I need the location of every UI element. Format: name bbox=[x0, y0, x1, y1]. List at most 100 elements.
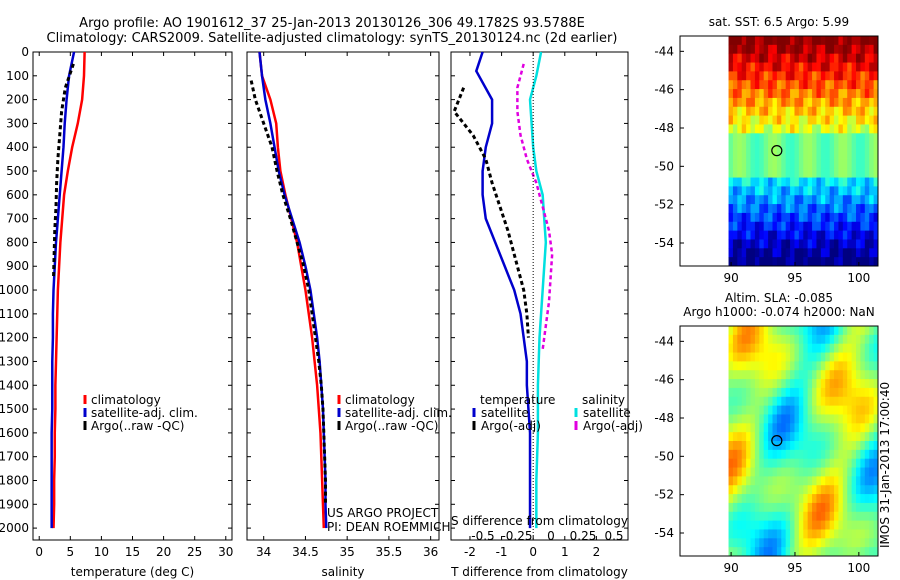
map-cell bbox=[838, 396, 844, 407]
map-cell bbox=[864, 89, 870, 99]
map-cell bbox=[741, 414, 747, 424]
map-cell bbox=[732, 133, 738, 143]
series-line bbox=[516, 63, 554, 350]
map-cell bbox=[816, 396, 822, 407]
map-cell bbox=[728, 334, 734, 345]
map-cell bbox=[768, 423, 774, 433]
map-cell bbox=[847, 186, 853, 196]
s-tick-label: -0.5 bbox=[471, 529, 494, 543]
map-cell bbox=[732, 195, 738, 205]
map-cell bbox=[798, 387, 804, 398]
map-cell bbox=[825, 239, 831, 249]
map-cell bbox=[847, 80, 853, 90]
map-cell bbox=[847, 441, 853, 451]
map-cell bbox=[728, 494, 734, 504]
map-cell bbox=[750, 414, 756, 424]
map-cell bbox=[794, 361, 800, 371]
map-cell bbox=[776, 204, 782, 214]
map-cell bbox=[864, 370, 870, 380]
map-cell bbox=[750, 467, 756, 477]
legend-label: satellite-adj. clim. bbox=[345, 406, 452, 420]
map-cell bbox=[772, 476, 778, 486]
map-cell bbox=[856, 414, 861, 424]
map-cell bbox=[750, 80, 756, 90]
map-cell bbox=[803, 133, 809, 143]
map-cell bbox=[816, 36, 822, 46]
x-tick-label: 90 bbox=[723, 561, 738, 575]
map-cell bbox=[754, 343, 760, 354]
map-cell bbox=[737, 343, 743, 354]
map-cell bbox=[746, 177, 752, 187]
map-cell bbox=[746, 151, 752, 161]
map-cell bbox=[763, 502, 769, 513]
map-cell bbox=[829, 467, 835, 477]
map-cell bbox=[790, 186, 795, 196]
map-cell bbox=[829, 124, 835, 134]
map-cell bbox=[807, 423, 813, 433]
map-cell bbox=[807, 53, 813, 64]
map-cell bbox=[737, 133, 743, 143]
map-cell bbox=[834, 257, 839, 267]
map-cell bbox=[820, 186, 826, 196]
map-cell bbox=[768, 529, 774, 539]
map-cell bbox=[781, 151, 787, 161]
map-cell bbox=[737, 502, 743, 513]
map-cell bbox=[732, 44, 738, 55]
map-cell bbox=[737, 547, 743, 557]
map-cell bbox=[741, 502, 747, 513]
map-cell bbox=[829, 195, 835, 205]
map-cell bbox=[781, 529, 787, 539]
map-cell bbox=[754, 212, 760, 223]
map-cell bbox=[873, 405, 879, 415]
map-cell bbox=[759, 115, 765, 125]
map-cell bbox=[737, 538, 743, 548]
map-cell bbox=[838, 257, 844, 267]
map-cell bbox=[803, 62, 809, 72]
map-cell bbox=[873, 212, 879, 223]
map-cell bbox=[763, 511, 769, 522]
map-cell bbox=[790, 511, 795, 522]
map-cell bbox=[851, 334, 857, 345]
map-cell bbox=[856, 361, 861, 371]
map-cell bbox=[873, 142, 879, 152]
map-cell bbox=[842, 467, 848, 477]
y-tick-label: 500 bbox=[6, 164, 29, 178]
map-cell bbox=[772, 142, 778, 152]
map-cell bbox=[842, 71, 848, 81]
map-cell bbox=[851, 44, 857, 55]
map-cell bbox=[772, 106, 778, 117]
map-cell bbox=[847, 432, 853, 442]
map-cell bbox=[864, 458, 870, 469]
map-cell bbox=[759, 257, 765, 267]
map-cell bbox=[825, 396, 831, 407]
map-cell bbox=[763, 168, 769, 179]
map-cell bbox=[759, 133, 765, 143]
map-cell bbox=[737, 361, 743, 371]
map-cell bbox=[856, 387, 861, 398]
map-cell bbox=[794, 80, 800, 90]
temperature-panel: 0 5 10 15 20 25 300100200300400500600700800900… bbox=[0, 45, 233, 579]
map-cell bbox=[785, 62, 791, 72]
map-cell bbox=[732, 547, 738, 557]
map-cell bbox=[816, 212, 822, 223]
map-cell bbox=[842, 414, 848, 424]
map-cell bbox=[798, 414, 804, 424]
map-cell bbox=[750, 248, 756, 258]
map-cell bbox=[794, 538, 800, 548]
map-cell bbox=[798, 106, 804, 117]
map-cell bbox=[768, 449, 774, 460]
map-cell bbox=[728, 538, 734, 548]
map-cell bbox=[864, 485, 870, 495]
map-cell bbox=[807, 449, 813, 460]
map-cell bbox=[746, 458, 752, 469]
map-cell bbox=[838, 370, 844, 380]
x-tick-label: 2 bbox=[593, 545, 601, 559]
map-cell bbox=[785, 221, 791, 232]
map-cell bbox=[750, 106, 756, 117]
map-cell bbox=[785, 326, 791, 336]
map-cell bbox=[776, 441, 782, 451]
map-cell bbox=[807, 257, 813, 267]
map-cell bbox=[820, 106, 826, 117]
map-cell bbox=[798, 177, 804, 187]
map-cell bbox=[873, 44, 879, 55]
